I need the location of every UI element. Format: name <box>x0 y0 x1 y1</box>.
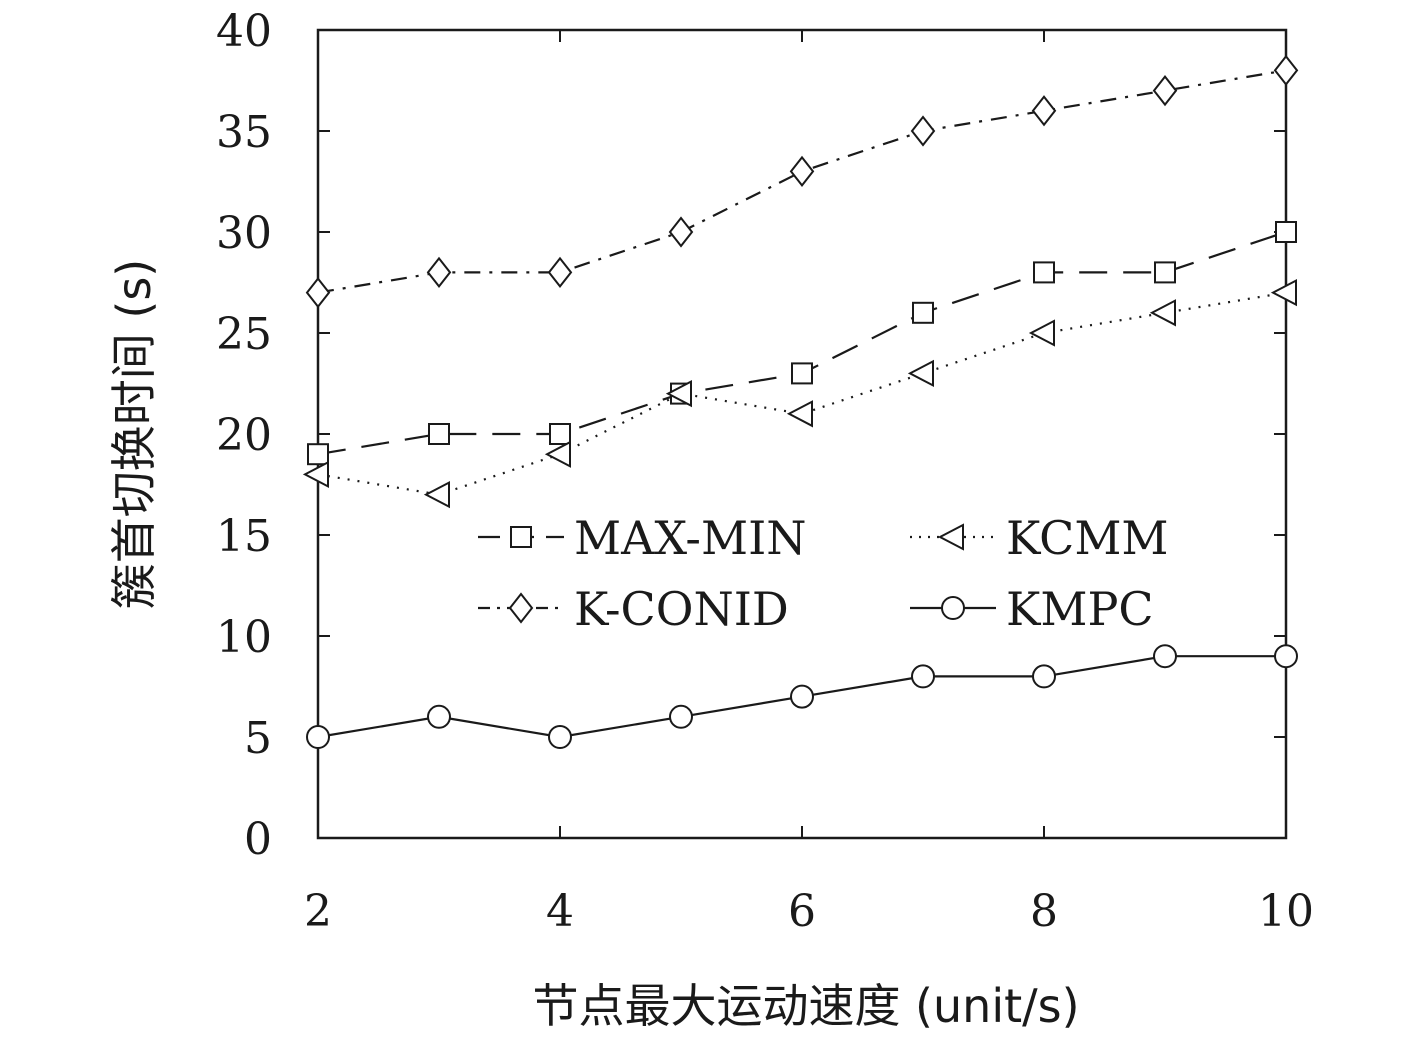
data-point-marker <box>423 480 450 509</box>
legend: MAX-MIN KCMM K-CONID KMPC <box>478 511 1169 636</box>
x-tick-label: 6 <box>788 886 816 937</box>
legend-item-kcmm: KCMM <box>910 511 1169 565</box>
y-tick-label: 5 <box>244 713 272 764</box>
data-point-marker <box>1033 261 1055 284</box>
data-point-marker <box>1273 54 1299 87</box>
data-point-marker <box>1270 278 1297 307</box>
series-line <box>317 291 1287 496</box>
y-tick-label: 20 <box>216 410 272 461</box>
data-point-marker <box>1149 299 1176 327</box>
y-tick-label: 25 <box>216 309 272 360</box>
legend-label: MAX-MIN <box>574 511 807 565</box>
x-tick-label: 10 <box>1258 886 1314 937</box>
legend-label: KCMM <box>1006 511 1169 565</box>
data-point-marker <box>1274 644 1298 669</box>
x-tick-label: 2 <box>304 886 332 937</box>
legend-item-k-conid: K-CONID <box>478 582 789 636</box>
y-axis-title: 簇首切换时间 (s) <box>107 259 161 609</box>
series-kmpc <box>306 644 1298 749</box>
data-point-marker <box>786 400 813 428</box>
legend-label: KMPC <box>1006 582 1154 636</box>
legend-label: K-CONID <box>574 582 789 636</box>
data-point-marker <box>1028 319 1055 347</box>
legend-item-max-min: MAX-MIN <box>478 511 807 565</box>
y-tick-label: 15 <box>216 511 272 562</box>
data-point-marker <box>1031 95 1057 127</box>
data-point-marker <box>548 725 572 749</box>
y-tick-label: 40 <box>216 6 272 57</box>
series-layer <box>302 54 1299 749</box>
data-point-marker <box>910 115 936 147</box>
legend-marker <box>508 592 534 624</box>
data-point-marker <box>1152 74 1178 107</box>
data-point-marker <box>426 256 452 289</box>
data-point-marker <box>1032 664 1056 689</box>
data-point-marker <box>427 704 451 729</box>
data-point-marker <box>1275 221 1297 243</box>
legend-marker <box>510 526 532 548</box>
x-tick-label: 4 <box>546 886 574 937</box>
data-point-marker <box>305 276 331 309</box>
y-tick-label: 10 <box>216 612 272 663</box>
data-point-marker <box>307 443 329 466</box>
data-point-marker <box>302 460 329 489</box>
y-tick-label: 35 <box>216 107 272 158</box>
series-max-min <box>307 221 1297 466</box>
data-point-marker <box>789 155 815 188</box>
x-axis-title: 节点最大运动速度 (unit/s) <box>532 979 1079 1033</box>
data-point-marker <box>428 423 450 445</box>
data-point-marker <box>668 216 694 248</box>
legend-marker <box>941 596 965 620</box>
series-k-conid <box>305 54 1299 309</box>
data-point-marker <box>306 725 330 749</box>
data-point-marker <box>1153 644 1177 669</box>
data-point-marker <box>1154 261 1176 284</box>
legend-marker <box>937 523 964 551</box>
y-tick-label: 30 <box>216 208 272 259</box>
data-point-marker <box>911 664 935 689</box>
legend-item-kmpc: KMPC <box>910 582 1154 636</box>
axes: 0 5 10 15 20 25 30 35 40 2 4 6 8 10 <box>216 6 1314 937</box>
series-kcmm <box>302 278 1297 509</box>
data-point-marker <box>669 704 693 729</box>
data-point-marker <box>791 362 813 385</box>
x-tick-label: 8 <box>1030 886 1058 937</box>
data-point-marker <box>912 301 934 324</box>
data-point-marker <box>790 684 814 709</box>
data-point-marker <box>549 423 571 445</box>
data-point-marker <box>665 379 692 408</box>
data-point-marker <box>544 440 571 468</box>
data-point-marker <box>547 256 573 289</box>
y-tick-label: 0 <box>244 814 272 865</box>
data-point-marker <box>907 359 934 388</box>
